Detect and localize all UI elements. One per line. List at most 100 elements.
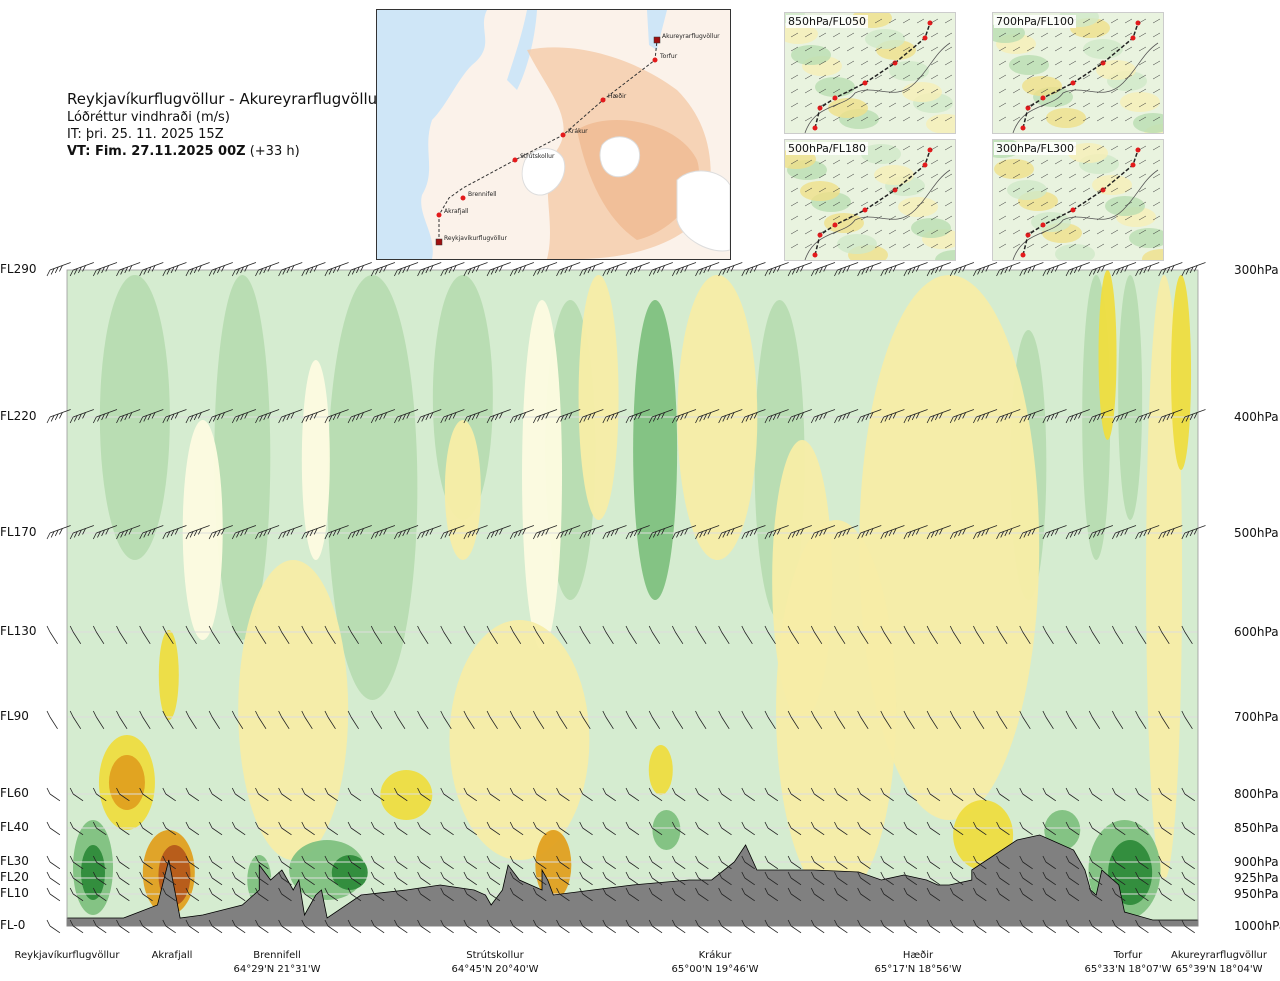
wind-barb-feather — [625, 787, 630, 795]
wind-barb — [1091, 893, 1103, 902]
wind-barb — [1161, 631, 1170, 644]
panel-wind-barb — [998, 201, 1007, 207]
wind-barb — [420, 861, 431, 870]
panel-wind-barb — [1082, 74, 1091, 80]
panel-wind-barb — [860, 159, 869, 165]
wind-barb-feather — [471, 529, 476, 537]
pressure-level-label: 850hPa — [1234, 821, 1279, 835]
wind-barb — [119, 631, 128, 644]
waypoint-coordinate: 65°39'N 18°04'W — [1175, 964, 1263, 975]
wind-barb — [374, 925, 385, 934]
wind-barb-feather — [463, 821, 468, 829]
wind-barb-feather — [1112, 710, 1116, 718]
wind-barb — [605, 893, 616, 902]
wind-barb — [605, 631, 614, 644]
panel-wind-barb — [888, 229, 897, 235]
wind-barb — [790, 827, 802, 836]
wind-barb — [281, 893, 292, 902]
wind-barb-feather — [676, 531, 680, 538]
panel-wind-barb — [1054, 187, 1063, 193]
wind-barb-feather — [278, 871, 282, 879]
panel-wind-barb — [998, 74, 1007, 80]
wind-barb-feather — [926, 787, 931, 795]
panel-wind-barb — [930, 60, 939, 66]
terrain-profile — [66, 834, 1199, 927]
wind-barb-feather — [324, 855, 329, 863]
wind-barb — [1184, 716, 1193, 729]
wind-barb-feather — [606, 531, 611, 538]
panel-route-point — [812, 125, 818, 131]
wind-barb-feather — [718, 532, 722, 540]
wind-barb — [814, 262, 836, 271]
wind-barb-feather — [139, 871, 143, 879]
wind-barb — [165, 861, 176, 870]
wind-barb — [837, 409, 859, 418]
wind-barb — [258, 877, 269, 886]
wind-barb — [119, 861, 130, 870]
panel-wind-barb — [998, 229, 1007, 235]
waypoint-coordinate: 65°00'N 19°46'W — [671, 964, 759, 975]
wind-barb-feather — [1181, 887, 1186, 895]
wind-barb-feather — [69, 855, 74, 863]
panel-wind-barb — [930, 32, 939, 38]
wind-barb — [976, 631, 985, 644]
map-eyjafjordur — [647, 10, 667, 50]
wind-barb-feather — [753, 412, 758, 419]
panel-wind-barb — [874, 187, 883, 193]
wind-barb-feather — [684, 412, 689, 419]
wind-barb — [1022, 525, 1044, 534]
wind-barb-feather — [1158, 787, 1163, 795]
panel-wind-barb — [888, 88, 897, 94]
panel-wind-barb — [902, 187, 911, 193]
wind-barb — [327, 716, 336, 729]
wind-barb — [258, 893, 269, 902]
wind-barb-feather — [657, 413, 661, 421]
wind-barb — [119, 827, 130, 836]
wind-barb-feather — [151, 528, 156, 535]
wind-barb-feather — [954, 415, 958, 422]
panel-wind-barb — [888, 201, 897, 207]
wind-barb-feather — [741, 269, 746, 277]
wind-barb-feather — [444, 531, 449, 538]
wind-barb — [1045, 861, 1057, 870]
panel-wind-barb — [1096, 74, 1105, 80]
wind-barb — [1022, 793, 1033, 802]
wind-barb — [350, 925, 362, 934]
panel-wind-barb — [1096, 88, 1105, 94]
wind-barb-feather — [625, 919, 630, 927]
wind-barb — [1161, 525, 1183, 534]
wind-barb-feather — [116, 625, 120, 633]
wind-barb-feather — [1042, 269, 1047, 277]
wind-barb-feather — [54, 266, 59, 274]
wind-barb — [211, 793, 223, 802]
vertical-velocity-contour — [444, 420, 481, 560]
panel-wind-barb — [1124, 32, 1133, 38]
wind-barb — [953, 793, 964, 802]
wind-barb-feather — [556, 532, 560, 540]
wind-barb-feather — [985, 412, 990, 419]
panel-wind-barb — [902, 215, 911, 221]
wind-barb-feather — [286, 529, 291, 537]
wind-barb-feather — [1116, 268, 1120, 275]
wind-barb-feather — [509, 919, 514, 927]
wind-barb — [582, 893, 593, 902]
panel-wind-barb — [790, 46, 799, 52]
panel-wind-barb — [1026, 46, 1035, 52]
wind-barb-feather — [676, 415, 680, 422]
wind-barb-feather — [657, 266, 661, 274]
wind-barb — [1022, 409, 1044, 418]
wind-barb — [536, 893, 547, 902]
panel-contour — [1142, 249, 1163, 260]
wind-barb-feather — [463, 919, 468, 927]
wind-barb-feather — [370, 625, 375, 633]
vertical-velocity-contour — [1171, 275, 1192, 470]
wind-barb-feather — [810, 269, 815, 277]
wind-barb-feather — [518, 529, 522, 537]
wind-barb — [119, 893, 130, 902]
panel-wind-barb — [930, 145, 939, 151]
wind-barb — [999, 827, 1010, 836]
wind-barb-feather — [810, 787, 815, 795]
panel-wind-barb — [916, 46, 925, 52]
wind-barb — [906, 525, 928, 534]
wind-barb-feather — [823, 412, 828, 419]
